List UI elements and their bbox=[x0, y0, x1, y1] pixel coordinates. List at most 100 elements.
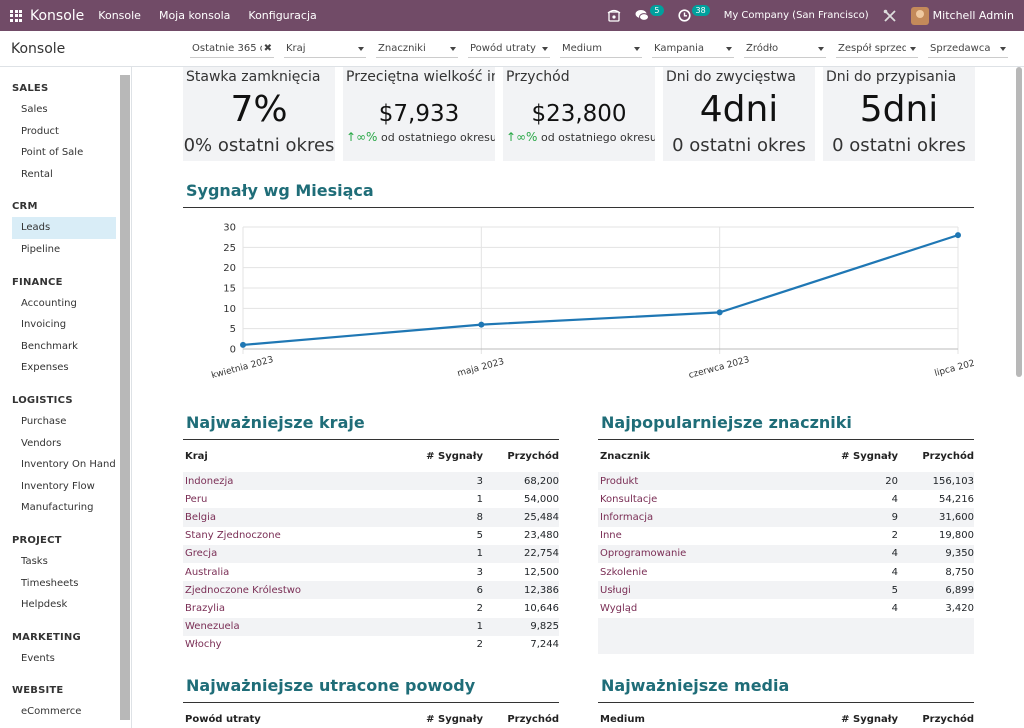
sidebar-item-product[interactable]: Product bbox=[21, 125, 59, 137]
sidebar-item-rental[interactable]: Rental bbox=[21, 168, 53, 180]
kpi-avg-deal[interactable]: Przeciętna wielkość interesu $7,933 ↑∞% … bbox=[343, 67, 495, 161]
table-row[interactable]: Szkolenie 4 8,750 bbox=[598, 563, 974, 581]
activities-button[interactable]: 38 bbox=[677, 5, 710, 22]
column-header[interactable]: Znacznik bbox=[600, 450, 651, 462]
row-label-link[interactable]: Brazylia bbox=[185, 602, 225, 614]
sidebar-item-pipeline[interactable]: Pipeline bbox=[21, 243, 61, 255]
clear-filter-icon[interactable]: ✖ bbox=[263, 43, 272, 54]
column-header[interactable]: # Sygnały bbox=[841, 450, 898, 462]
column-header[interactable]: Przychód bbox=[507, 450, 559, 462]
leads-by-month-chart[interactable]: 0 5 10 15 20 25 30 kwietnia 2023 maja 2023 czerwc… bbox=[183, 217, 974, 387]
table-row[interactable]: Belgia 8 25,484 bbox=[183, 508, 559, 527]
kpi-win-rate[interactable]: Stawka zamknięcia 7% 0% ostatni okres bbox=[183, 67, 335, 161]
sidebar-scrollbar[interactable] bbox=[120, 75, 130, 720]
row-label-link[interactable]: Grecja bbox=[185, 548, 218, 560]
sidebar-item-point-of-sale[interactable]: Point of Sale bbox=[21, 147, 84, 159]
messages-button[interactable]: 5 bbox=[635, 5, 664, 22]
table-row[interactable]: Brazylia 2 10,646 bbox=[183, 599, 559, 617]
sidebar-item-timesheets[interactable]: Timesheets bbox=[21, 577, 79, 589]
company-switcher[interactable]: My Company (San Francisco) bbox=[723, 10, 869, 21]
table-row[interactable]: Usługi 5 6,899 bbox=[598, 581, 974, 600]
menu-item-my-console[interactable]: Moja konsola bbox=[158, 9, 231, 22]
row-label-link[interactable]: Wygląd bbox=[600, 602, 638, 614]
menu-item-configuration[interactable]: Konfiguracja bbox=[248, 9, 317, 22]
filter-dropdown[interactable]: Zespół sprzeda bbox=[836, 40, 918, 58]
filter-dropdown[interactable]: Kampania bbox=[652, 40, 734, 58]
phone-icon[interactable] bbox=[607, 9, 621, 23]
sidebar-item-leads[interactable]: Leads bbox=[12, 217, 116, 239]
table-row[interactable]: Inne 2 19,800 bbox=[598, 527, 974, 545]
row-label-link[interactable]: Australia bbox=[185, 566, 230, 578]
row-label-link[interactable]: Szkolenie bbox=[600, 566, 648, 578]
column-header[interactable]: Medium bbox=[600, 713, 645, 725]
sidebar-item-inventory-flow[interactable]: Inventory Flow bbox=[21, 480, 95, 492]
column-header[interactable]: Przychód bbox=[507, 713, 559, 725]
column-header[interactable]: # Sygnały bbox=[426, 713, 483, 725]
column-header[interactable]: Powód utraty bbox=[185, 713, 261, 725]
row-label-link[interactable]: Stany Zjednoczone bbox=[185, 530, 281, 542]
table-row[interactable]: Informacja 9 31,600 bbox=[598, 508, 974, 527]
sidebar-item-vendors[interactable]: Vendors bbox=[21, 437, 62, 449]
row-label-link[interactable]: Usługi bbox=[600, 584, 631, 596]
filter-dropdown[interactable]: Kraj bbox=[284, 40, 366, 58]
row-label-link[interactable]: Inne bbox=[600, 530, 622, 542]
kpi-trend-text: od ostatniego okresu bbox=[380, 131, 495, 144]
table-row[interactable]: Stany Zjednoczone 5 23,480 bbox=[183, 527, 559, 545]
cell-value: 6,899 bbox=[945, 584, 974, 596]
row-label-link[interactable]: Indonezja bbox=[185, 475, 234, 487]
sidebar-item-tasks[interactable]: Tasks bbox=[21, 555, 48, 567]
series-line bbox=[242, 234, 959, 347]
sidebar-item-helpdesk[interactable]: Helpdesk bbox=[21, 599, 68, 611]
sidebar-item-inventory-on-hand[interactable]: Inventory On Hand bbox=[21, 459, 116, 471]
row-label-link[interactable]: Peru bbox=[185, 493, 208, 505]
user-menu[interactable]: Mitchell Admin bbox=[910, 6, 1020, 25]
row-label-link[interactable]: Zjednoczone Królestwo bbox=[185, 584, 302, 596]
app-brand[interactable]: Konsole bbox=[30, 7, 85, 24]
row-label-link[interactable]: Informacja bbox=[600, 511, 654, 523]
filter-dropdown[interactable]: Sprzedawca bbox=[928, 40, 1008, 58]
kpi-revenue[interactable]: Przychód $23,800 ↑∞% od ostatniego okres… bbox=[503, 67, 655, 161]
filter-dropdown[interactable]: Medium bbox=[560, 40, 642, 58]
table-row[interactable]: Konsultacje 4 54,216 bbox=[598, 490, 974, 508]
column-header[interactable]: Przychód bbox=[922, 713, 974, 725]
filter-dropdown[interactable]: Znaczniki bbox=[376, 40, 458, 58]
row-label-link[interactable]: Belgia bbox=[185, 511, 217, 523]
table-row[interactable]: Produkt 20 156,103 bbox=[598, 472, 974, 491]
table-row[interactable]: Australia 3 12,500 bbox=[183, 563, 559, 581]
table-row[interactable]: Zjednoczone Królestwo 6 12,386 bbox=[183, 581, 559, 600]
row-label-link[interactable]: Konsultacje bbox=[600, 493, 658, 505]
sidebar-item-benchmark[interactable]: Benchmark bbox=[21, 340, 78, 352]
sidebar-item-expenses[interactable]: Expenses bbox=[21, 362, 69, 374]
column-header[interactable]: # Sygnały bbox=[426, 450, 483, 462]
sidebar-item-ecommerce[interactable]: eCommerce bbox=[21, 706, 82, 718]
kpi-days-to-win[interactable]: Dni do zwycięstwa 4dni 0 ostatni okres bbox=[663, 67, 815, 161]
table-row[interactable]: Wygląd 4 3,420 bbox=[598, 599, 974, 617]
sidebar-item-accounting[interactable]: Accounting bbox=[21, 297, 77, 309]
sidebar-item-sales[interactable]: Sales bbox=[21, 104, 48, 115]
filter-dropdown[interactable]: Powód utraty bbox=[468, 40, 550, 58]
table-row[interactable]: Oprogramowanie 4 9,350 bbox=[598, 544, 974, 563]
table-row[interactable]: Indonezja 3 68,200 bbox=[183, 472, 559, 491]
sidebar-item-purchase[interactable]: Purchase bbox=[21, 415, 67, 427]
apps-menu-icon[interactable] bbox=[2, 0, 30, 31]
table-row[interactable]: Wenezuela 1 9,825 bbox=[183, 617, 559, 636]
table-row[interactable]: Grecja 1 22,754 bbox=[183, 544, 559, 563]
table-row[interactable]: Włochy 2 7,244 bbox=[183, 636, 559, 654]
row-label-link[interactable]: Oprogramowanie bbox=[600, 548, 687, 560]
column-header[interactable]: Przychód bbox=[922, 450, 974, 462]
main-scrollbar[interactable] bbox=[1016, 67, 1022, 377]
sidebar-item-invoicing[interactable]: Invoicing bbox=[21, 319, 67, 331]
filter-dropdown[interactable]: Ostatnie 365 d ✖ bbox=[190, 40, 274, 58]
kpi-days-to-assign[interactable]: Dni do przypisania 5dni 0 ostatni okres bbox=[823, 67, 975, 161]
sidebar-item-manufacturing[interactable]: Manufacturing bbox=[21, 502, 94, 514]
row-label-link[interactable]: Produkt bbox=[600, 475, 639, 487]
column-header[interactable]: # Sygnały bbox=[841, 713, 898, 725]
column-header[interactable]: Kraj bbox=[185, 450, 208, 462]
sidebar-item-events[interactable]: Events bbox=[21, 652, 55, 664]
menu-item-konsole[interactable]: Konsole bbox=[98, 9, 141, 22]
table-row[interactable]: Peru 1 54,000 bbox=[183, 490, 559, 508]
filter-dropdown[interactable]: Źródło bbox=[744, 40, 826, 58]
debug-tools-icon[interactable] bbox=[883, 9, 897, 23]
row-label-link[interactable]: Wenezuela bbox=[185, 621, 240, 633]
row-label-link[interactable]: Włochy bbox=[185, 639, 222, 651]
